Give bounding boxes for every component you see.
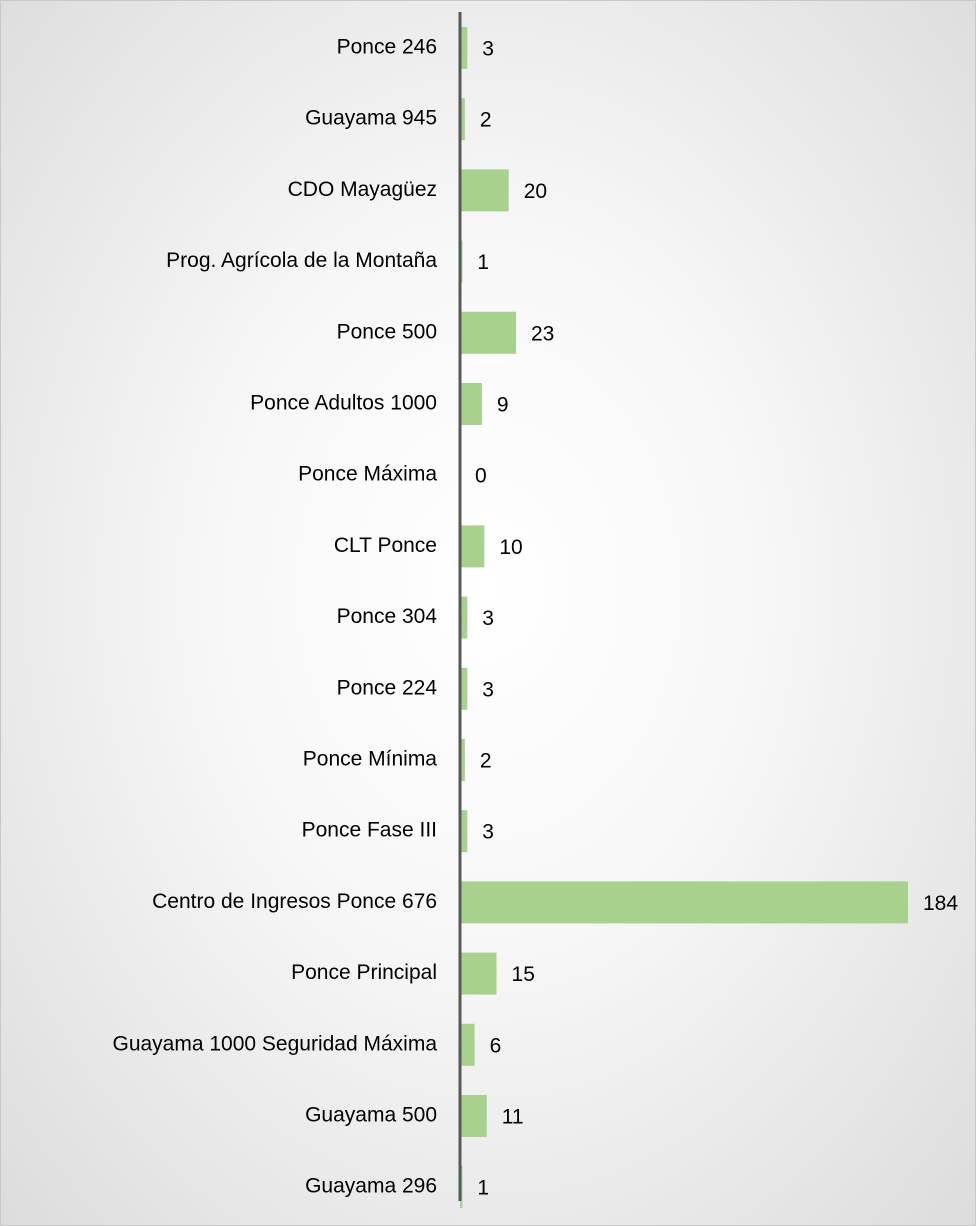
value-label: 1 [477,1177,489,1200]
value-label: 2 [480,750,492,773]
value-label: 15 [512,963,535,986]
bar [460,169,509,212]
category-label: Ponce Adultos 1000 [250,392,437,415]
value-label: 3 [482,607,494,630]
value-label: 11 [502,1106,524,1129]
value-label: 20 [524,180,547,203]
bar [460,311,516,354]
category-label: Guayama 500 [305,1104,437,1127]
bar [460,952,497,995]
bar [460,810,468,853]
value-label: 3 [482,678,494,701]
bar [460,98,465,141]
bar [460,596,468,639]
category-label: Ponce Fase III [302,819,437,842]
value-label: 3 [482,38,494,61]
bar [460,1095,487,1137]
value-label: 2 [480,109,492,132]
bar [460,667,468,710]
category-label: Ponce Principal [291,961,437,984]
value-label: 3 [482,821,494,844]
bar [460,27,468,69]
category-label: CLT Ponce [334,534,437,557]
category-label: Ponce Mínima [303,748,438,771]
category-label: Guayama 1000 Seguridad Máxima [112,1032,437,1055]
value-label: 23 [531,322,554,345]
bar [460,1023,475,1066]
category-label: Centro de Ingresos Ponce 676 [152,890,437,913]
value-label: 9 [497,394,509,417]
bar [460,525,485,568]
category-label: Ponce Máxima [298,463,437,486]
category-label: Prog. Agrícola de la Montaña [166,249,437,272]
category-label: CDO Mayagüez [288,178,437,201]
value-label: 0 [475,465,487,488]
value-label: 184 [923,892,958,915]
value-label: 10 [499,536,522,559]
value-label: 6 [490,1034,502,1057]
bar [460,739,465,781]
category-label: Ponce 500 [337,320,437,343]
value-label: 1 [477,251,489,274]
bar [460,881,908,924]
category-label: Ponce 246 [337,36,437,59]
category-label: Ponce 224 [337,676,438,699]
category-label: Ponce 304 [337,605,438,628]
bar [460,383,482,425]
category-label: Guayama 296 [305,1175,437,1198]
category-label: Guayama 945 [305,107,437,130]
